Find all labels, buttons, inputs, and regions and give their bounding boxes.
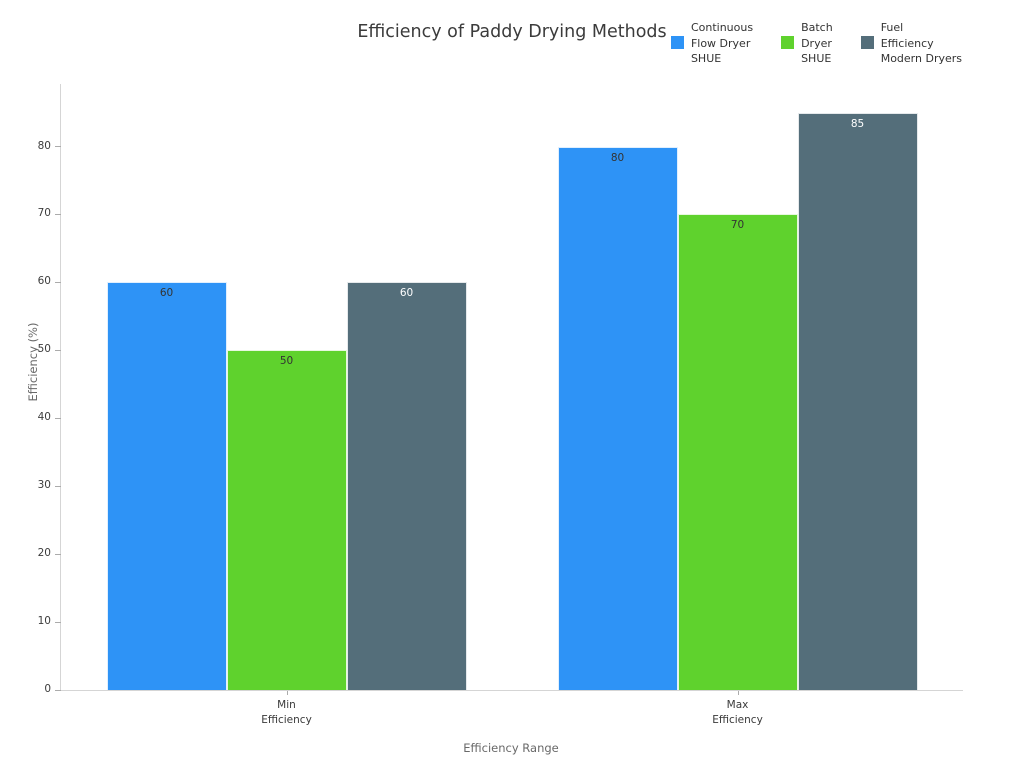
legend-swatch (781, 36, 795, 49)
x-tick-mark (737, 691, 739, 695)
y-tick-mark (55, 621, 61, 623)
y-tick-label: 30 (37, 479, 51, 492)
x-axis-title: Efficiency Range (463, 741, 559, 755)
legend-item: Batch Dryer SHUE (781, 20, 833, 67)
y-tick-label: 70 (37, 207, 51, 220)
x-category-label: Max Efficiency (712, 699, 763, 726)
y-tick-mark (55, 485, 61, 487)
bar: 50 (226, 350, 347, 690)
y-tick-mark (55, 213, 61, 215)
y-tick-label: 40 (37, 411, 51, 424)
y-tick-label: 80 (37, 139, 51, 152)
bar-value-label: 85 (850, 118, 865, 130)
legend-item: Fuel Efficiency Modern Dryers (860, 20, 962, 67)
y-tick-mark (55, 349, 61, 351)
bar-value-label: 60 (399, 287, 414, 299)
legend-label: Batch Dryer SHUE (801, 21, 833, 65)
legend: Continuous Flow Dryer SHUE Batch Dryer SH… (670, 20, 962, 67)
x-tick-mark (286, 691, 288, 695)
bar-value-label: 80 (610, 152, 625, 164)
plot-area: 0 10 20 30 40 50 60 70 80 Min Efficiency 60 50 60 Max… (38, 84, 963, 726)
bar-value-label: 70 (730, 219, 745, 231)
legend-label: Fuel Efficiency Modern Dryers (880, 21, 962, 65)
y-tick-label: 50 (37, 343, 51, 356)
y-tick-mark (55, 281, 61, 283)
bar: 60 (346, 282, 467, 690)
y-tick-label: 20 (37, 547, 51, 560)
bar: 80 (557, 147, 678, 690)
y-tick-label: 60 (37, 275, 51, 288)
legend-swatch (860, 36, 874, 49)
legend-swatch (670, 36, 684, 49)
y-tick-mark (55, 553, 61, 555)
y-axis-title: Efficiency (%) (26, 322, 40, 402)
bar: 85 (797, 113, 918, 690)
y-tick-mark (55, 146, 61, 147)
y-tick-label: 0 (44, 683, 51, 695)
bar: 70 (677, 214, 798, 690)
legend-item: Continuous Flow Dryer SHUE (670, 20, 754, 67)
bar-value-label: 60 (159, 287, 174, 299)
bar-value-label: 50 (279, 355, 294, 367)
legend-label: Continuous Flow Dryer SHUE (690, 21, 754, 65)
bar: 60 (106, 282, 227, 690)
y-tick-label: 10 (37, 615, 51, 628)
chart-title: Efficiency of Paddy Drying Methods (357, 22, 667, 42)
y-tick-mark (55, 417, 61, 419)
y-tick-mark (55, 689, 61, 691)
x-category-label: Min Efficiency (261, 699, 312, 726)
